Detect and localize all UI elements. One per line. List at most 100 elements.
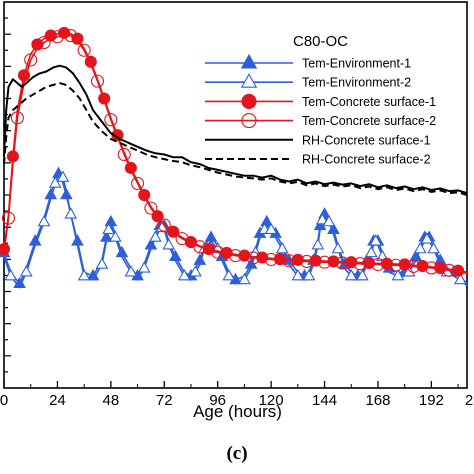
data-point-circle: [353, 257, 367, 271]
data-point-circle: [144, 201, 158, 215]
data-point-circle: [317, 255, 332, 269]
legend-label: Tem-Environment-2: [302, 76, 411, 90]
data-point-circle: [246, 251, 260, 265]
x-tick-label: 144: [312, 392, 337, 409]
legend-item-2: Tem-Environment-2: [205, 73, 411, 90]
data-point-triangle: [177, 268, 191, 281]
series-5: [3, 64, 468, 195]
data-point-circle: [24, 53, 38, 67]
x-tick-label: 24: [49, 392, 66, 409]
data-point-circle: [264, 252, 278, 267]
legend-item-5: RH-Concrete surface-1: [205, 133, 431, 147]
legend-label: RH-Concrete surface-1: [302, 133, 431, 147]
legend-item-1: Tem-Environment-1: [205, 53, 411, 71]
data-point-triangle: [391, 268, 405, 281]
data-point-triangle: [48, 176, 62, 188]
data-point-circle: [407, 259, 421, 273]
data-point-circle: [228, 249, 243, 263]
data-point-triangle: [240, 73, 258, 88]
data-point-circle: [300, 254, 314, 268]
data-point-triangle: [95, 257, 109, 269]
x-tick-label: 48: [103, 392, 120, 409]
data-point-triangle: [56, 170, 70, 182]
x-tick-label: 96: [209, 392, 226, 409]
x-tick-label: 0: [0, 392, 8, 409]
x-axis-title: Age (hours): [193, 402, 282, 421]
x-tick-label: 2: [465, 392, 473, 409]
data-point-circle: [58, 26, 71, 39]
series-4: [1, 29, 468, 277]
data-point-triangle: [238, 272, 251, 285]
legend-label: RH-Concrete surface-2: [302, 153, 431, 167]
data-point-triangle: [331, 241, 345, 254]
data-point-circle: [389, 258, 403, 272]
data-point-triangle: [356, 268, 369, 281]
data-point-circle: [10, 111, 24, 125]
data-point-triangle: [19, 265, 33, 277]
data-point-circle: [117, 147, 131, 162]
data-point-triangle: [77, 268, 91, 281]
panel-label: (c): [226, 443, 247, 464]
series-layer: [0, 26, 468, 289]
legend-title: C80-OC: [293, 33, 348, 50]
data-point-circle: [131, 176, 145, 190]
x-tick-label: 168: [365, 392, 390, 409]
data-point-circle: [241, 113, 257, 129]
legend-label: Tem-Concrete surface-1: [302, 95, 436, 109]
data-point-circle: [104, 113, 118, 127]
data-point-circle: [71, 32, 84, 45]
data-point-triangle: [322, 214, 336, 227]
data-point-triangle: [364, 245, 378, 258]
data-point-triangle: [302, 268, 316, 281]
data-point-circle: [282, 254, 296, 268]
data-point-triangle: [427, 241, 440, 254]
legend: C80-OC Tem-Environment-1 Tem-Environment-2…: [205, 33, 436, 167]
data-point-triangle: [204, 230, 218, 242]
data-point-triangle: [413, 241, 427, 254]
x-tick-label: 72: [156, 392, 173, 409]
series-1: [0, 166, 468, 289]
data-point-triangle: [222, 268, 236, 281]
data-point-circle: [90, 74, 105, 88]
data-point-triangle: [275, 241, 289, 254]
data-point-circle: [77, 43, 91, 57]
data-point-triangle: [4, 268, 18, 281]
data-point-triangle: [311, 238, 325, 250]
data-point-circle: [37, 35, 51, 50]
data-point-triangle: [124, 265, 138, 277]
data-point-triangle: [137, 261, 151, 273]
data-point-triangle: [291, 268, 305, 281]
legend-label: Tem-Concrete surface-2: [302, 114, 436, 128]
data-point-triangle: [108, 230, 122, 242]
data-point-circle: [442, 263, 456, 277]
series-line: [3, 64, 468, 195]
x-tick-label: 192: [419, 392, 444, 409]
data-point-triangle: [162, 238, 176, 250]
data-point-triangle: [102, 222, 115, 235]
legend-item-6: RH-Concrete surface-2: [205, 153, 431, 167]
data-point-circle: [157, 218, 171, 232]
x-axis: 0 24 48 72 96 120 144 168 192 2: [0, 381, 473, 409]
data-point-triangle: [420, 232, 434, 244]
data-point-triangle: [64, 207, 78, 219]
data-point-triangle: [344, 268, 358, 281]
x-tick-label: 120: [259, 392, 284, 409]
data-point-triangle: [189, 265, 202, 277]
data-point-circle: [371, 257, 385, 272]
data-point-triangle: [240, 53, 258, 69]
data-point-circle: [335, 256, 349, 270]
data-point-circle: [241, 93, 257, 109]
data-point-triangle: [369, 234, 383, 246]
data-point-circle: [424, 261, 438, 275]
data-point-triangle: [37, 214, 51, 227]
data-point-circle: [211, 245, 225, 259]
data-point-circle: [175, 232, 189, 246]
data-point-circle: [1, 211, 16, 225]
data-point-triangle: [453, 272, 467, 285]
legend-item-3: Tem-Concrete surface-1: [205, 93, 436, 109]
data-point-circle: [50, 30, 64, 44]
data-point-triangle: [104, 214, 118, 227]
data-point-triangle: [149, 230, 162, 242]
legend-label: Tem-Environment-1: [302, 57, 411, 71]
